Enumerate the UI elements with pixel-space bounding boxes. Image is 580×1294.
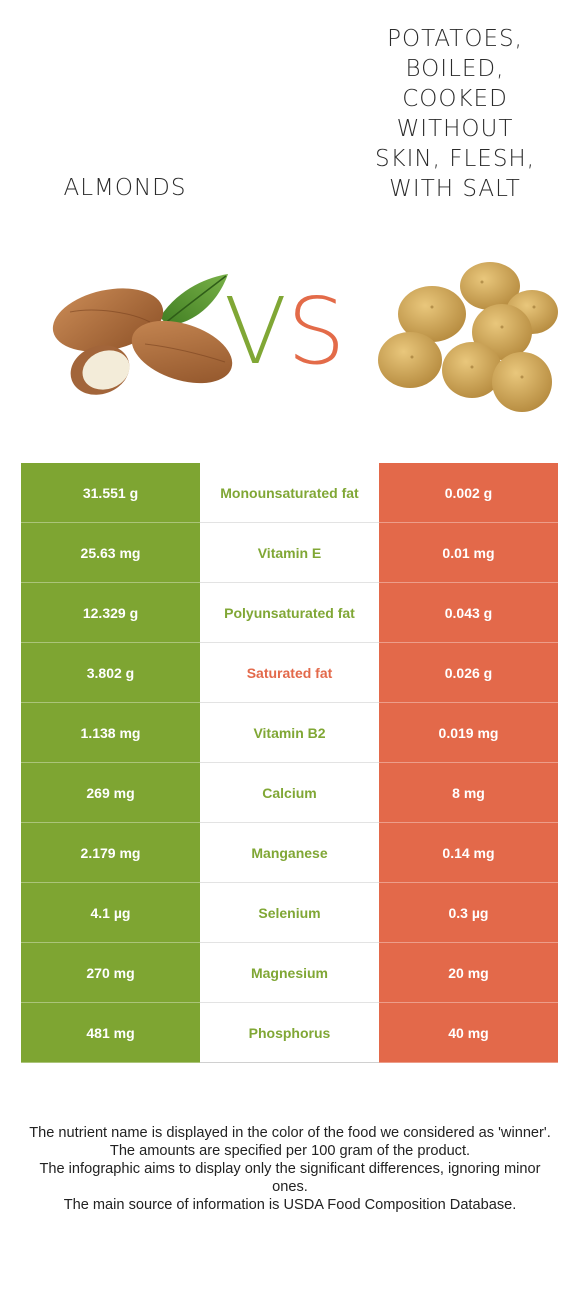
- comparison-table: 31.551 g Monounsaturated fat 0.002 g 25.…: [21, 463, 558, 1063]
- potatoes-value: 20 mg: [379, 943, 558, 1003]
- nutrient-name: Vitamin B2: [200, 703, 379, 762]
- table-row: 269 mg Calcium 8 mg: [21, 763, 558, 823]
- left-food-title: Almonds: [63, 175, 187, 201]
- footer-notes: The nutrient name is displayed in the co…: [20, 1124, 560, 1214]
- potatoes-value: 0.002 g: [379, 463, 558, 523]
- potatoes-value: 0.026 g: [379, 643, 558, 703]
- table-row: 270 mg Magnesium 20 mg: [21, 943, 558, 1003]
- almonds-image: [52, 274, 233, 395]
- almonds-value: 481 mg: [21, 1003, 200, 1063]
- potatoes-value: 0.019 mg: [379, 703, 558, 763]
- table-row: 3.802 g Saturated fat 0.026 g: [21, 643, 558, 703]
- footer-note: The main source of information is USDA F…: [63, 1197, 517, 1213]
- potatoes-value: 8 mg: [379, 763, 558, 823]
- table-row: 25.63 mg Vitamin E 0.01 mg: [21, 523, 558, 583]
- table-row: 12.329 g Polyunsaturated fat 0.043 g: [21, 583, 558, 643]
- almonds-value: 269 mg: [21, 763, 200, 823]
- potatoes-image: [378, 262, 558, 412]
- vs-s-letter: S: [286, 278, 346, 385]
- nutrient-name: Monounsaturated fat: [200, 463, 379, 522]
- table-row: 1.138 mg Vitamin B2 0.019 mg: [21, 703, 558, 763]
- almonds-value: 270 mg: [21, 943, 200, 1003]
- right-food-title-line: with salt: [389, 176, 521, 202]
- table-row: 31.551 g Monounsaturated fat 0.002 g: [21, 463, 558, 523]
- right-food-title-line: cooked: [402, 86, 508, 112]
- table-row: 481 mg Phosphorus 40 mg: [21, 1003, 558, 1063]
- almonds-value: 25.63 mg: [21, 523, 200, 583]
- potatoes-value: 0.043 g: [379, 583, 558, 643]
- footer-note: The amounts are specified per 100 gram o…: [109, 1143, 471, 1159]
- potatoes-value: 0.14 mg: [379, 823, 558, 883]
- table-row: 4.1 µg Selenium 0.3 µg: [21, 883, 558, 943]
- nutrient-name: Magnesium: [200, 943, 379, 1002]
- right-food-title-line: without: [396, 116, 514, 142]
- almonds-value: 2.179 mg: [21, 823, 200, 883]
- right-food-title: Potatoes, boiled, cooked without skin, f…: [360, 24, 550, 204]
- nutrient-name: Selenium: [200, 883, 379, 942]
- almonds-value: 1.138 mg: [21, 703, 200, 763]
- almonds-value: 12.329 g: [21, 583, 200, 643]
- almonds-value: 31.551 g: [21, 463, 200, 523]
- almonds-value: 4.1 µg: [21, 883, 200, 943]
- nutrient-name: Vitamin E: [200, 523, 379, 582]
- nutrient-name: Phosphorus: [200, 1003, 379, 1062]
- right-food-title-line: boiled,: [405, 56, 505, 82]
- nutrient-name: Saturated fat: [200, 643, 379, 702]
- right-food-title-line: skin, flesh,: [374, 146, 536, 172]
- nutrient-name: Manganese: [200, 823, 379, 882]
- nutrient-name: Calcium: [200, 763, 379, 822]
- almonds-value: 3.802 g: [21, 643, 200, 703]
- right-food-title-line: Potatoes,: [387, 26, 523, 52]
- nutrient-name: Polyunsaturated fat: [200, 583, 379, 642]
- footer-note: The nutrient name is displayed in the co…: [29, 1125, 551, 1141]
- potatoes-value: 0.01 mg: [379, 523, 558, 583]
- vs-label: VS: [224, 282, 354, 382]
- footer-note: The infographic aims to display only the…: [39, 1161, 541, 1195]
- vs-v-letter: V: [224, 278, 287, 385]
- potatoes-value: 40 mg: [379, 1003, 558, 1063]
- potatoes-value: 0.3 µg: [379, 883, 558, 943]
- table-row: 2.179 mg Manganese 0.14 mg: [21, 823, 558, 883]
